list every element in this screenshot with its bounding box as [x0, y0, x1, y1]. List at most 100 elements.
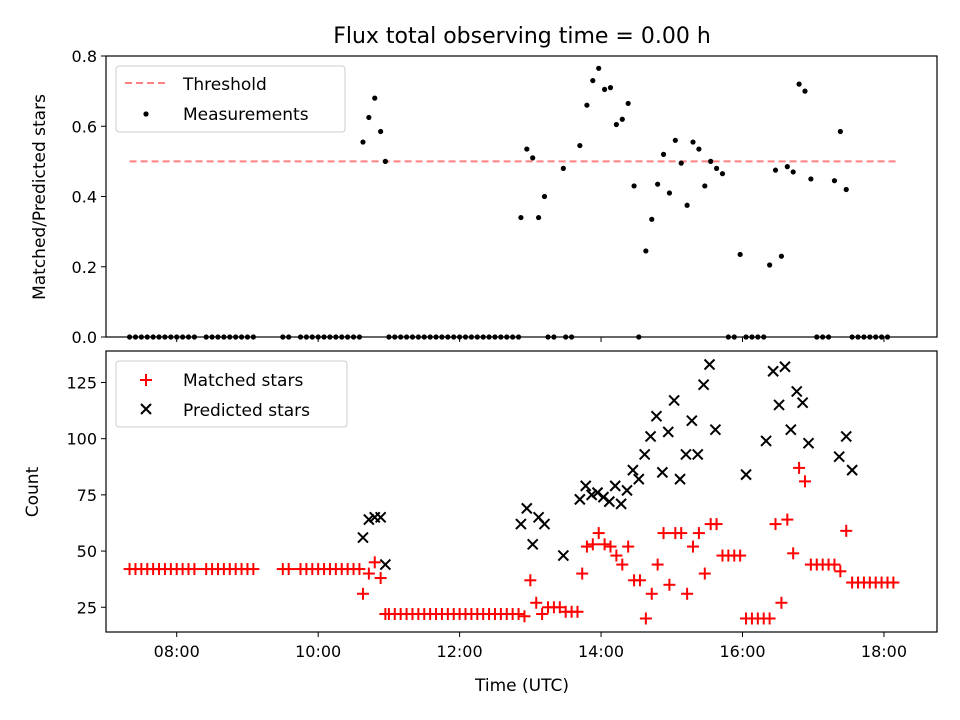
matched-stars-point — [687, 540, 700, 553]
matched-stars-point — [368, 556, 381, 569]
matched-stars-point — [887, 576, 900, 589]
matched-stars-point — [698, 567, 711, 580]
bottom-y-tick-label: 50 — [77, 542, 97, 561]
x-tick-label: 08:00 — [154, 642, 200, 661]
measurement-point — [541, 193, 548, 200]
measurement-point — [378, 128, 384, 135]
predicted-stars-point — [773, 399, 785, 411]
predicted-stars-point — [760, 435, 772, 447]
measurement-point — [577, 142, 583, 149]
matched-stars-point — [828, 558, 841, 571]
matched-stars-point — [651, 558, 664, 571]
top-panel: 0.00.20.40.60.8 Matched/Predicted stars … — [30, 47, 938, 347]
matched-stars-point — [793, 461, 806, 474]
matched-stars-point — [518, 610, 531, 623]
legend-predicted-label: Predicted stars — [183, 401, 310, 421]
measurement-point — [684, 202, 690, 208]
matched-stars-point — [734, 549, 747, 562]
predicted-stars-point — [615, 498, 627, 510]
measurement-point — [590, 77, 596, 84]
matched-stars-point — [536, 608, 549, 621]
predicted-stars-point — [627, 464, 639, 476]
legend-measurements-swatch — [143, 111, 149, 117]
measurement-point — [719, 171, 726, 177]
measurement-point — [802, 88, 808, 94]
measurement-point — [708, 158, 714, 164]
matched-stars-point — [663, 578, 676, 591]
predicted-stars-point — [709, 423, 722, 436]
measurement-point — [382, 158, 388, 164]
measurement-point — [524, 146, 530, 152]
bottom-panel-frame — [105, 350, 938, 633]
predicted-stars-point — [515, 518, 527, 530]
matched-stars-point — [657, 527, 670, 540]
measurement-point — [796, 81, 802, 87]
top-y-tick-label: 0.2 — [72, 258, 97, 277]
x-tick-label: 18:00 — [861, 642, 907, 661]
matched-stars-point — [769, 518, 782, 531]
x-axis-label: Time (UTC) — [474, 676, 569, 696]
matched-stars-point — [571, 605, 584, 618]
measurement-point — [643, 248, 649, 254]
matched-stars-point — [604, 540, 617, 553]
measurement-point — [737, 251, 743, 258]
bottom-panel-axes: 08:00 10:00 12:00 14:00 16:00 18:00 25 50 75 100 1… — [66, 373, 907, 661]
matched-stars-point — [763, 612, 776, 625]
matched-stars-point — [576, 567, 589, 580]
matched-stars-point — [512, 608, 525, 621]
top-legend: Threshold Measurements — [115, 65, 346, 133]
predicted-stars-point — [686, 414, 698, 427]
x-tick-label: 14:00 — [578, 642, 624, 661]
bottom-panel-marks — [123, 358, 900, 625]
matched-stars-point — [374, 572, 387, 585]
matched-stars-point — [586, 538, 599, 551]
top-y-tick-label: 0.6 — [72, 117, 97, 136]
predicted-stars-point — [779, 361, 791, 373]
top-y-tick-label: 0.8 — [72, 47, 97, 66]
predicted-stars-point — [662, 426, 674, 438]
measurement-point — [625, 100, 631, 107]
predicted-stars-point — [740, 468, 752, 481]
top-legend-box — [115, 65, 346, 133]
predicted-stars-point — [585, 489, 598, 501]
x-tick-label: 10:00 — [295, 642, 341, 661]
measurement-point — [778, 253, 785, 259]
legend-matched-swatch — [140, 374, 152, 386]
measurement-point — [530, 155, 536, 161]
top-y-axis-label: Matched/Predicted stars — [30, 94, 50, 300]
matched-stars-point — [580, 540, 593, 553]
predicted-stars-point — [791, 385, 803, 398]
predicted-stars-point — [557, 549, 570, 562]
measurement-point — [660, 151, 667, 157]
chart-title: Flux total observing time = 0.00 h — [333, 24, 711, 49]
predicted-stars-point — [767, 365, 779, 377]
predicted-stars-point — [580, 480, 592, 492]
measurement-point — [837, 128, 843, 135]
predicted-stars-point — [603, 495, 616, 508]
measurement-point — [613, 121, 619, 128]
measurement-point — [535, 214, 542, 221]
matched-stars-point — [781, 513, 794, 526]
matched-stars-point — [592, 527, 605, 540]
predicted-stars-point — [638, 448, 651, 461]
predicted-stars-point — [668, 394, 680, 407]
bottom-panel: 08:00 10:00 12:00 14:00 16:00 18:00 25 50 75 100 1… — [23, 350, 938, 696]
matched-stars-point — [675, 527, 688, 540]
measurement-point — [666, 190, 673, 196]
bottom-y-tick-label: 125 — [66, 373, 97, 392]
measurement-point — [649, 216, 655, 222]
legend-threshold-label: Threshold — [182, 75, 267, 95]
predicted-stars-point — [802, 437, 815, 449]
predicted-stars-point — [374, 511, 387, 524]
measurement-point — [672, 137, 678, 143]
predicted-stars-point — [674, 473, 686, 485]
matched-stars-point — [692, 527, 705, 540]
predicted-stars-point — [357, 531, 369, 544]
predicted-stars-point — [521, 502, 533, 515]
matched-stars-point — [834, 565, 847, 578]
predicted-stars-point — [609, 480, 621, 492]
legend-matched-label: Matched stars — [183, 371, 303, 391]
measurement-point — [655, 181, 661, 187]
bottom-y-tick-label: 100 — [66, 430, 97, 449]
legend-measurements-label: Measurements — [183, 105, 309, 125]
